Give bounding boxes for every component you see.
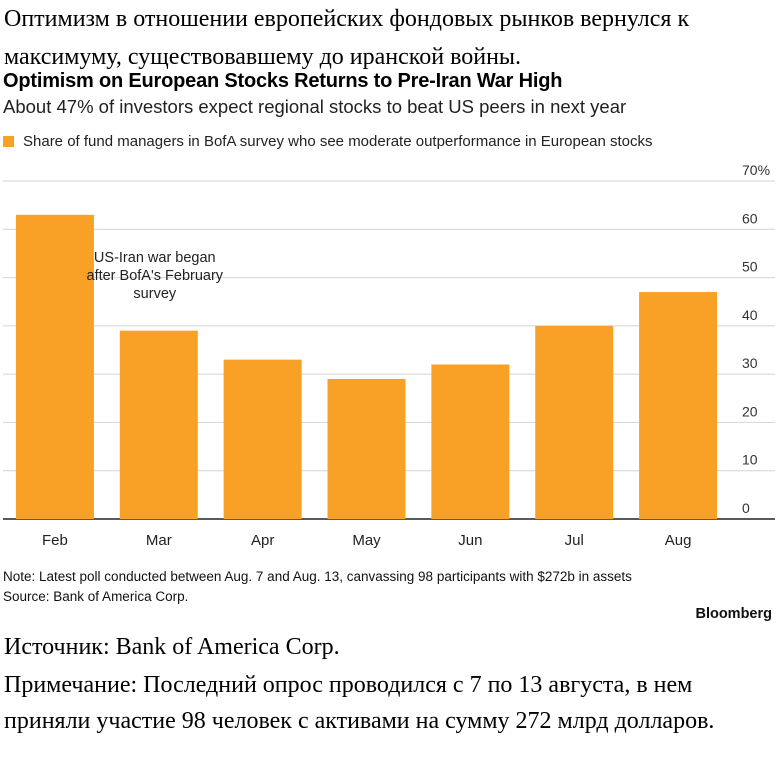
bar	[119, 330, 198, 519]
y-tick-label: 70%	[742, 162, 770, 178]
y-tick-label: 30	[742, 355, 758, 371]
bar	[431, 364, 510, 519]
article-source: Источник: Bank of America Corp.	[4, 634, 340, 660]
x-tick-label: Jul	[565, 532, 584, 549]
y-tick-label: 20	[742, 403, 758, 419]
y-tick-label: 0	[742, 500, 750, 516]
chart-footnote: Note: Latest poll conducted between Aug.…	[3, 567, 632, 607]
bar	[535, 325, 614, 519]
x-tick-label: Mar	[146, 532, 172, 549]
chart-annotation: US-Iran war began	[94, 250, 216, 266]
chart-source: Source: Bank of America Corp.	[3, 589, 189, 604]
bloomberg-logo: Bloomberg	[695, 606, 772, 622]
y-tick-label: 60	[742, 210, 758, 226]
chart-legend: Share of fund managers in BofA survey wh…	[3, 133, 653, 150]
chart-title: Optimism on European Stocks Returns to P…	[3, 70, 563, 92]
bar-chart: 0 10 20 30 40 50 60 70% Feb Mar Apr May Jun Jul Aug US-…	[3, 162, 775, 549]
y-tick-label: 10	[742, 452, 758, 468]
bar	[223, 359, 302, 519]
x-tick-label: Aug	[665, 532, 692, 549]
legend-swatch	[3, 136, 14, 147]
chart-annotation: after BofA's February	[87, 268, 224, 284]
x-tick-label: Jun	[458, 532, 482, 549]
article-note: Примечание: Последний опрос проводился с…	[4, 672, 715, 734]
bar	[327, 378, 406, 519]
article-heading: Оптимизм в отношении европейских фондовы…	[4, 6, 690, 70]
bar	[15, 214, 94, 520]
legend-label: Share of fund managers in BofA survey wh…	[23, 133, 653, 150]
x-tick-label: Feb	[42, 532, 68, 549]
chart-subtitle: About 47% of investors expect regional s…	[3, 96, 627, 117]
x-tick-label: May	[352, 532, 381, 549]
bar	[639, 292, 718, 519]
y-tick-label: 50	[742, 259, 758, 275]
chart-annotation: survey	[133, 286, 176, 302]
x-tick-label: Apr	[251, 532, 274, 549]
y-tick-label: 40	[742, 307, 758, 323]
chart-note: Note: Latest poll conducted between Aug.…	[3, 569, 632, 584]
